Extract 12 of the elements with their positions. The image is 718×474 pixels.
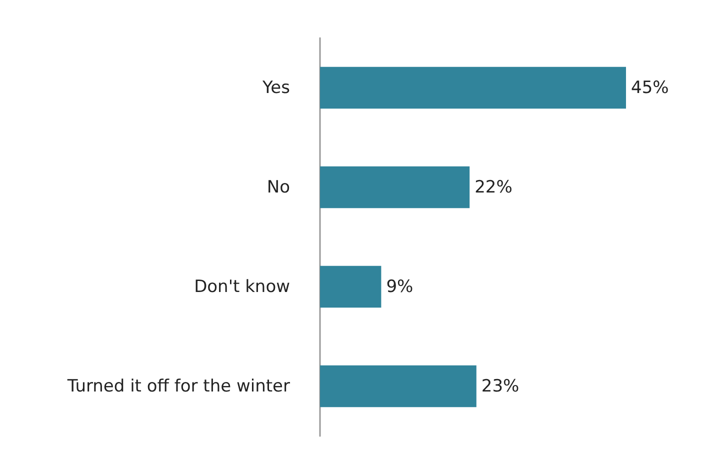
y-tick-label: No <box>266 177 290 198</box>
bar <box>320 266 382 308</box>
data-label: 23% <box>481 376 520 396</box>
bar <box>320 166 470 208</box>
data-label: 22% <box>474 177 512 198</box>
y-tick-label: Yes <box>262 78 290 98</box>
data-label: 45% <box>631 78 669 98</box>
y-tick-label: Turned it off for the winter <box>66 376 290 396</box>
data-label: 9% <box>386 276 414 297</box>
bar <box>320 365 476 408</box>
bar <box>320 66 626 109</box>
y-tick-label: Don't know <box>194 276 290 297</box>
